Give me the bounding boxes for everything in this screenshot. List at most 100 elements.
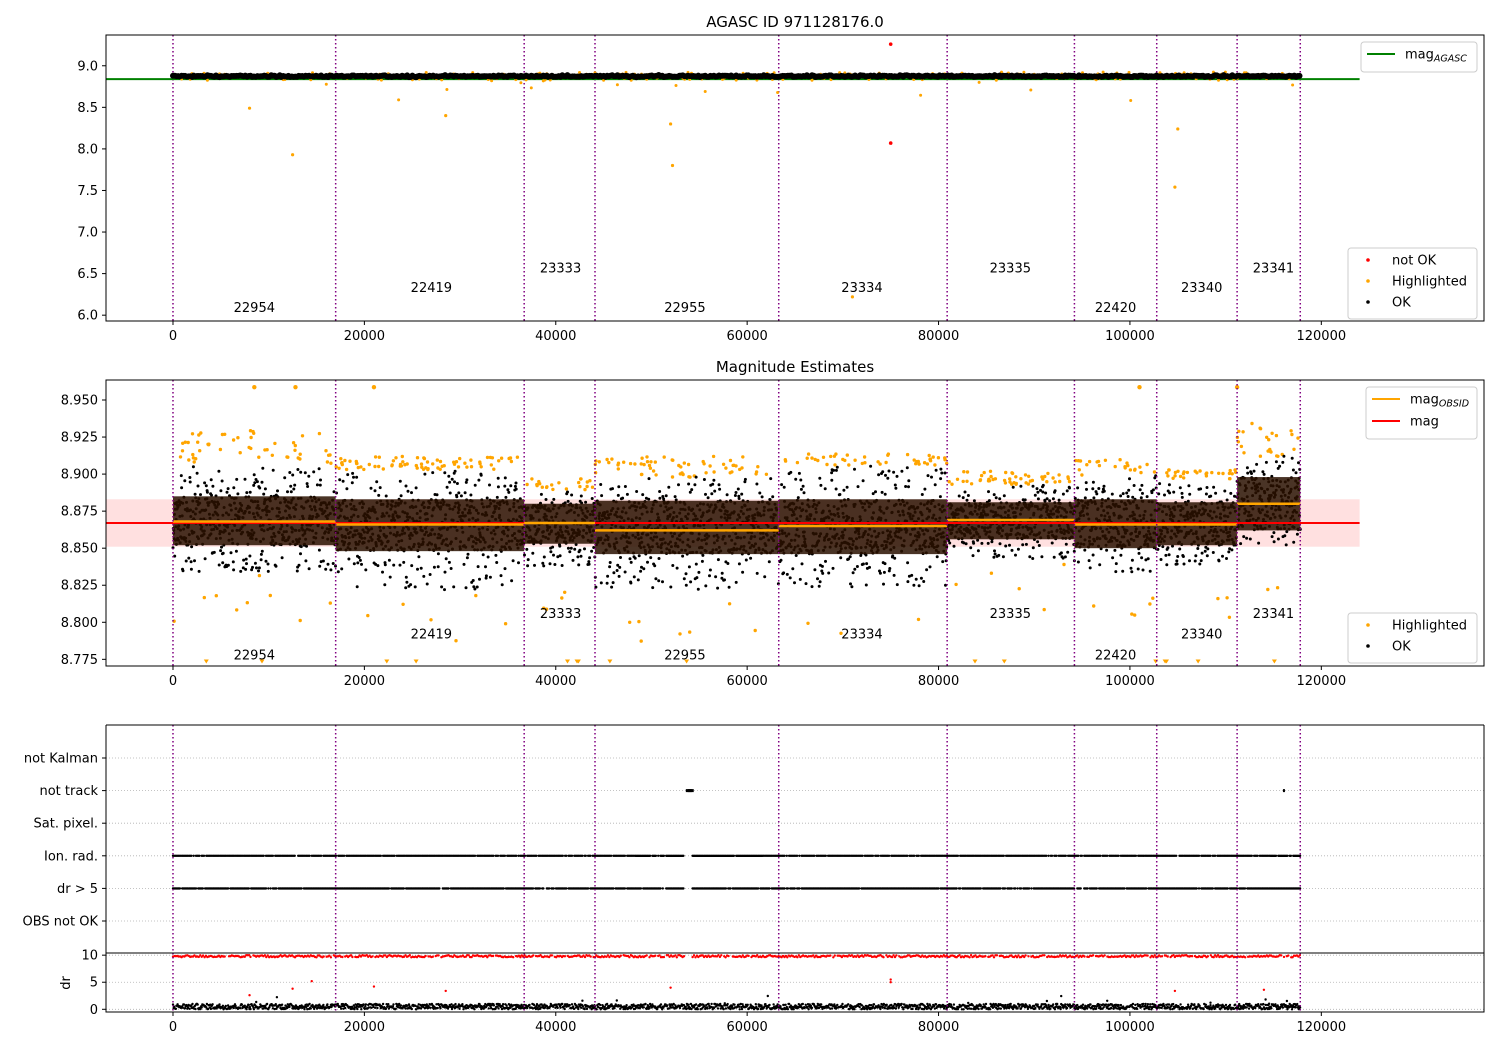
- legend-label-text: mag: [1410, 415, 1439, 430]
- legend-label-text: not OK: [1392, 254, 1437, 269]
- highlighted-outlier-point: [668, 122, 673, 126]
- legend-label-text: Highlighted: [1392, 275, 1467, 290]
- x-tick-label: 60000: [726, 329, 767, 344]
- legend-label: Highlighted: [1392, 619, 1467, 634]
- obsid-label: 23341: [1253, 607, 1294, 622]
- highlighted-outlier-point: [850, 295, 855, 299]
- flag-category-label: OBS not OK: [23, 915, 99, 930]
- obsid-label: 23333: [540, 261, 581, 276]
- axes-agasc: 0 20000 40000 60000 80000 100000 120000 6.0 6.5 7…: [77, 34, 1485, 344]
- axes-frame: [105, 952, 1485, 1013]
- legend-marker: [1366, 300, 1370, 304]
- highlighted-outlier-point: [291, 153, 295, 157]
- highlighted-points: [172, 421, 1300, 643]
- legend-label: OK: [1392, 296, 1411, 311]
- x-tick-label: 40000: [535, 1020, 576, 1035]
- x-tick-label: 80000: [918, 1020, 959, 1035]
- y-tick-label: 7.0: [77, 226, 98, 241]
- x-tick-label: 100000: [1105, 329, 1155, 344]
- x-tick-label: 120000: [1296, 1020, 1346, 1035]
- highlighted-edge-point: [1137, 384, 1142, 390]
- axes-frame: [105, 379, 1485, 667]
- legend-label-subscript: OBSID: [1439, 399, 1469, 410]
- x-tick-label: 60000: [726, 1020, 767, 1035]
- legend-label-text: mag: [1410, 393, 1439, 408]
- legend-label-text: Highlighted: [1392, 619, 1467, 634]
- flag-category-label: not Kalman: [24, 752, 98, 767]
- y-tick-label: 6.0: [77, 309, 98, 324]
- dr-outlier-point: [669, 986, 672, 989]
- flag-category-label: Sat. pixel.: [34, 817, 98, 832]
- obsid-label: 22420: [1095, 648, 1136, 663]
- y-tick-label: 8.800: [61, 616, 98, 631]
- axes-frame: [105, 34, 1485, 322]
- obsid-label: 23334: [841, 628, 882, 643]
- obsid-label: 23341: [1253, 261, 1294, 276]
- plot-area-agasc: [106, 35, 1360, 321]
- legend-mag-agasc: magAGASC: [1360, 41, 1478, 73]
- chart-title-agasc: AGASC ID 971128176.0: [706, 13, 884, 31]
- obsid-label: 23335: [990, 261, 1031, 276]
- dr-outlier-point: [889, 981, 892, 984]
- legend-label-subscript: AGASC: [1433, 54, 1467, 65]
- obsid-label: 23340: [1181, 281, 1222, 296]
- y-axis-label: dr: [59, 976, 74, 990]
- y-tick-label: 8.950: [61, 394, 98, 409]
- obsid-label: 22955: [664, 301, 705, 316]
- legend-label: mag: [1410, 415, 1439, 430]
- not-track-point: [1282, 789, 1285, 793]
- y-tick-label: 10: [81, 949, 98, 964]
- obsid-label: 22954: [234, 301, 275, 316]
- panel-agasc: AGASC ID 971128176.0 0 20000 40000 60000 800…: [77, 13, 1485, 344]
- y-tick-label: 6.5: [77, 267, 98, 282]
- axes-flags: not Kalman not track Sat. pixel. Ion. rad. d…: [23, 724, 1485, 953]
- dr-red-points: [171, 954, 1302, 959]
- obsid-label: 22954: [234, 648, 275, 663]
- x-tick-label: 100000: [1105, 1020, 1155, 1035]
- obsid-label: 23334: [841, 281, 882, 296]
- legend-marker: [1366, 623, 1370, 627]
- legend-box: [1360, 41, 1478, 73]
- obsid-core-band: [594, 500, 779, 555]
- legend-status-agasc: not OK Highlighted OK: [1347, 247, 1478, 320]
- y-tick-label: 8.775: [61, 653, 98, 668]
- dr-outlier-point: [248, 994, 251, 997]
- legend-marker: [1366, 258, 1370, 262]
- legend-marker: [1366, 279, 1370, 283]
- y-tick-label: 8.825: [61, 579, 98, 594]
- flag-category-label: not track: [39, 784, 98, 799]
- panel-flags: not Kalman not track Sat. pixel. Ion. rad. d…: [23, 724, 1485, 953]
- plot-area-flags: [106, 725, 1484, 953]
- x-tick-label: 100000: [1105, 674, 1155, 689]
- obsid-label: 23340: [1181, 628, 1222, 643]
- x-tick-label: 40000: [535, 329, 576, 344]
- x-tick-label: 0: [169, 674, 177, 689]
- x-tick-label: 20000: [344, 329, 385, 344]
- y-tick-label: 7.5: [77, 184, 98, 199]
- x-tick-label: 80000: [918, 329, 959, 344]
- highlighted-outlier-point: [1176, 127, 1180, 131]
- axes-dr: 0 20000 40000 60000 80000 100000 120000 0 5 10 dr: [59, 949, 1485, 1035]
- legend-status-magnitude: Highlighted OK: [1347, 612, 1478, 664]
- flag-category-label: dr > 5: [57, 882, 98, 897]
- dr-outlier-point: [889, 978, 892, 981]
- plot-area-magnitude: [106, 380, 1360, 666]
- x-tick-label: 0: [169, 329, 177, 344]
- legend-marker: [1366, 644, 1370, 648]
- y-tick-label: 5: [90, 976, 98, 991]
- y-tick-label: 9.0: [77, 59, 98, 74]
- x-tick-label: 20000: [344, 1020, 385, 1035]
- not-track-point: [687, 789, 694, 793]
- not-ok-point: [888, 141, 893, 145]
- dr-outlier-point: [310, 979, 313, 983]
- x-tick-label: 40000: [535, 674, 576, 689]
- highlighted-outlier-point: [247, 106, 252, 110]
- x-tick-label: 120000: [1296, 329, 1346, 344]
- legend-label-text: OK: [1392, 296, 1411, 311]
- obsid-label: 23333: [540, 607, 581, 622]
- obsid-label: 22420: [1095, 301, 1136, 316]
- obsid-label: 23335: [990, 607, 1031, 622]
- legend-box: [1347, 247, 1478, 320]
- y-tick-label: 8.850: [61, 542, 98, 557]
- dr-outlier-point: [1173, 989, 1177, 993]
